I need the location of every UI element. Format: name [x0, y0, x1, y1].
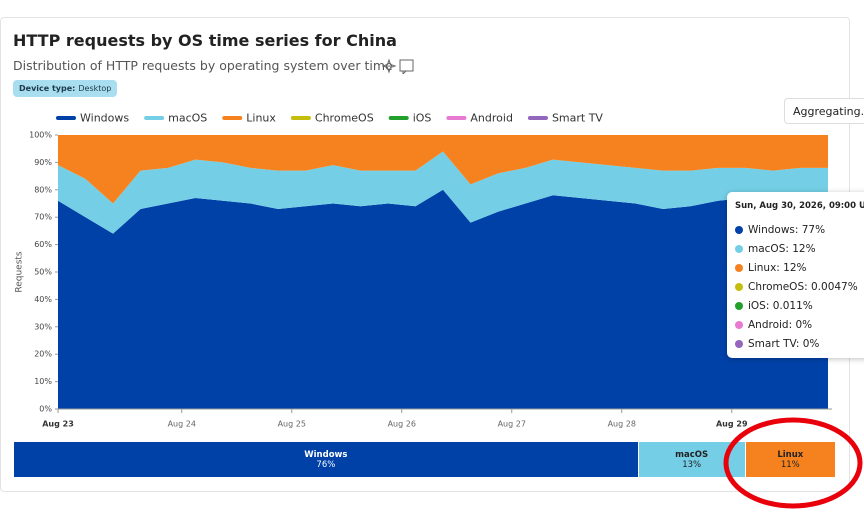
summary-name: Windows	[304, 450, 348, 460]
summary-value: 76%	[316, 460, 336, 470]
legend-label: Android	[470, 112, 513, 125]
summary-bar: Windows 76% macOS 13% Linux 11%	[14, 442, 836, 477]
tooltip-dot	[735, 340, 743, 348]
badge-key: Device type:	[19, 84, 76, 93]
tooltip-dot	[735, 264, 743, 272]
area	[58, 151, 828, 234]
y-tick-label: 50%	[34, 268, 52, 277]
title-icons[interactable]	[382, 58, 416, 74]
y-tick-label: 20%	[34, 350, 52, 359]
y-tick-label: 30%	[34, 322, 52, 331]
x-tick-label: Aug 25	[278, 420, 306, 429]
tooltip-title: Sun, Aug 30, 2026, 09:00 UTC	[735, 201, 864, 211]
legend-label: Smart TV	[552, 112, 603, 125]
x-tick-label: Aug 23	[42, 420, 74, 429]
tooltip-item: iOS: 0.011%	[735, 300, 813, 312]
summary-value: 13%	[682, 460, 702, 470]
x-tick-label: Aug 27	[498, 420, 526, 429]
tooltip-dot	[735, 245, 743, 253]
card-subtitle: Distribution of HTTP requests by operati…	[13, 58, 393, 73]
tooltip-item: macOS: 12%	[735, 243, 816, 255]
tooltip-dot	[735, 283, 743, 291]
summary-segment: Linux 11%	[745, 442, 836, 477]
area	[58, 135, 828, 204]
summary-value: 11%	[780, 460, 800, 470]
y-tick-label: 90%	[34, 158, 52, 167]
x-tick-label: Aug 28	[608, 420, 636, 429]
legend-label: ChromeOS	[315, 112, 374, 125]
summary-segment: macOS 13%	[638, 442, 746, 477]
summary-name: macOS	[675, 450, 709, 460]
y-tick-label: 40%	[34, 295, 52, 304]
tooltip-text: macOS: 12%	[748, 243, 816, 255]
tooltip-dot	[735, 321, 743, 329]
card-title: HTTP requests by OS time series for Chin…	[13, 31, 397, 50]
y-tick-label: 100%	[29, 131, 52, 140]
tooltip-text: Linux: 12%	[748, 262, 807, 274]
tooltip-dot	[735, 226, 743, 234]
y-tick-label: 70%	[34, 213, 52, 222]
tooltip-text: ChromeOS: 0.0047%	[748, 281, 858, 293]
summary-name: Linux	[777, 450, 804, 460]
summary-segment: Windows 76%	[14, 442, 639, 477]
y-tick-label: 80%	[34, 185, 52, 194]
tooltip-text: Smart TV: 0%	[748, 338, 820, 350]
tooltip-text: iOS: 0.011%	[748, 300, 813, 312]
x-tick-label: Aug 24	[168, 420, 196, 429]
legend-label: iOS	[413, 112, 432, 125]
tooltip-item: Smart TV: 0%	[735, 338, 819, 350]
tooltip-item: Linux: 12%	[735, 262, 807, 274]
legend-label: Linux	[246, 112, 276, 125]
chart: Requests 0% 10% 20% 30% 40% 50% 60% 70% 80% 90% 10…	[15, 112, 832, 429]
tooltip-dot	[735, 302, 743, 310]
filter-badge[interactable]: Device type: Desktop	[13, 80, 118, 97]
legend-label: Windows	[80, 112, 129, 125]
y-tick-label: 0%	[39, 405, 52, 414]
x-tick-label: Aug 26	[388, 420, 416, 429]
area	[58, 189, 828, 409]
tooltip: Sun, Aug 30, 2026, 09:00 UTC Windows: 77…	[727, 192, 864, 358]
y-tick-label: 10%	[34, 377, 52, 386]
tooltip-item: Android: 0%	[735, 319, 812, 331]
legend-label: macOS	[168, 112, 207, 125]
tooltip-item: Windows: 77%	[735, 224, 825, 236]
status-badge: Aggregating...	[784, 98, 864, 124]
x-tick-label: Aug 29	[716, 420, 748, 429]
tooltip-text: Android: 0%	[748, 319, 813, 331]
tooltip-text: Windows: 77%	[748, 224, 826, 236]
y-axis-label: Requests	[15, 251, 25, 293]
y-tick-label: 60%	[34, 240, 52, 249]
badge-value: Desktop	[78, 84, 112, 93]
tooltip-item: ChromeOS: 0.0047%	[735, 281, 858, 293]
